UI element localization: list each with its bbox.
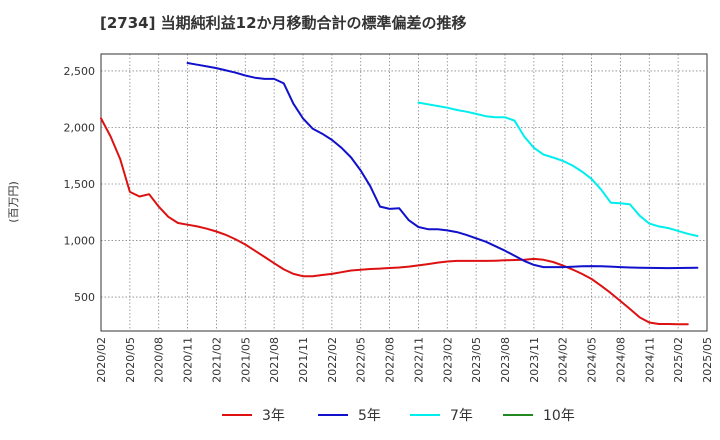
x-tick-label: 2020/05	[124, 337, 137, 383]
y-tick-label: 2,500	[64, 65, 96, 78]
legend-label: 10年	[543, 408, 575, 424]
x-tick-label: 2020/02	[95, 337, 108, 383]
legend-label: 3年	[262, 408, 285, 424]
x-tick-label: 2023/05	[470, 337, 483, 383]
series-line-5年	[186, 62, 699, 270]
x-tick-label: 2025/05	[701, 337, 714, 383]
plot-background	[101, 54, 707, 331]
x-tick-label: 2022/11	[412, 337, 425, 383]
x-tick-label: 2022/05	[355, 337, 368, 383]
x-tick-label: 2023/11	[528, 337, 541, 383]
legend: 3年 5年 7年 10年	[222, 408, 575, 424]
y-axis-label: (百万円)	[7, 181, 20, 223]
series-line-7年	[417, 101, 699, 237]
x-tick-label: 2023/08	[499, 337, 512, 383]
legend-label: 7年	[450, 408, 473, 424]
x-tick-label: 2020/11	[182, 337, 195, 383]
y-tick-label: 2,000	[64, 121, 96, 134]
x-axis-ticks: 2020/02 2020/05 2020/08 2020/11 2021/02 2021/…	[95, 337, 714, 383]
series-line-3年	[100, 117, 689, 326]
legend-item: 3年	[222, 408, 285, 424]
x-tick-label: 2025/02	[672, 337, 685, 383]
x-tick-label: 2021/05	[239, 337, 252, 383]
x-tick-label: 2021/02	[210, 337, 223, 383]
x-tick-label: 2024/05	[586, 337, 599, 383]
x-tick-label: 2023/02	[441, 337, 454, 383]
x-tick-label: 2024/02	[557, 337, 570, 383]
x-tick-label: 2021/11	[297, 337, 310, 383]
x-tick-label: 2024/11	[643, 337, 656, 383]
legend-label: 5年	[358, 408, 381, 424]
legend-item: 5年	[318, 408, 381, 424]
series-layer	[100, 62, 699, 326]
legend-item: 7年	[410, 408, 473, 424]
plot-border	[100, 53, 708, 332]
x-tick-label: 2024/08	[614, 337, 627, 383]
x-tick-label: 2022/02	[326, 337, 339, 383]
y-tick-label: 1,000	[64, 235, 96, 248]
x-tick-label: 2021/08	[268, 337, 281, 383]
grid-layer	[101, 54, 707, 331]
x-tick-label: 2020/08	[153, 337, 166, 383]
x-tick-label: 2022/08	[384, 337, 397, 383]
y-axis-ticks: 500 1,000 1,500 2,000 2,500	[64, 65, 96, 304]
chart-title: [2734] 当期純利益12か月移動合計の標準偏差の推移	[100, 14, 467, 32]
y-tick-label: 1,500	[64, 178, 96, 191]
legend-item: 10年	[503, 408, 575, 424]
y-tick-label: 500	[74, 291, 95, 304]
